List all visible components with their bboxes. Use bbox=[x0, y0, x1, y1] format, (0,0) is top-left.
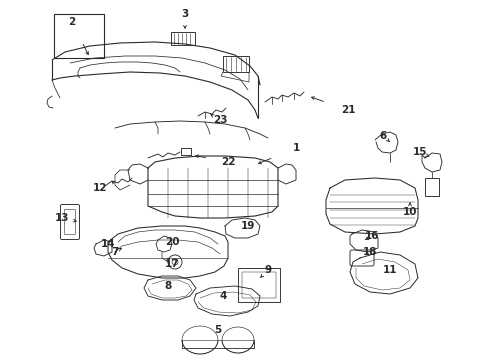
Text: 16: 16 bbox=[365, 231, 379, 241]
Text: 1: 1 bbox=[293, 143, 299, 153]
Text: 2: 2 bbox=[69, 17, 75, 27]
Text: 6: 6 bbox=[379, 131, 387, 141]
Text: 20: 20 bbox=[165, 237, 179, 247]
Text: 5: 5 bbox=[215, 325, 221, 335]
Text: 18: 18 bbox=[363, 247, 377, 257]
Text: 4: 4 bbox=[220, 291, 227, 301]
Text: 10: 10 bbox=[403, 207, 417, 217]
Text: 11: 11 bbox=[383, 265, 397, 275]
Text: 13: 13 bbox=[55, 213, 69, 223]
Text: 3: 3 bbox=[181, 9, 189, 19]
Text: 15: 15 bbox=[413, 147, 427, 157]
Text: 14: 14 bbox=[100, 239, 115, 249]
Text: 22: 22 bbox=[221, 157, 235, 167]
Text: 21: 21 bbox=[341, 105, 355, 115]
Text: 7: 7 bbox=[111, 247, 119, 257]
Text: 19: 19 bbox=[241, 221, 255, 231]
Text: 12: 12 bbox=[93, 183, 107, 193]
Text: 23: 23 bbox=[213, 115, 227, 125]
Text: 9: 9 bbox=[265, 265, 271, 275]
Text: 17: 17 bbox=[165, 259, 179, 269]
Text: 8: 8 bbox=[164, 281, 171, 291]
